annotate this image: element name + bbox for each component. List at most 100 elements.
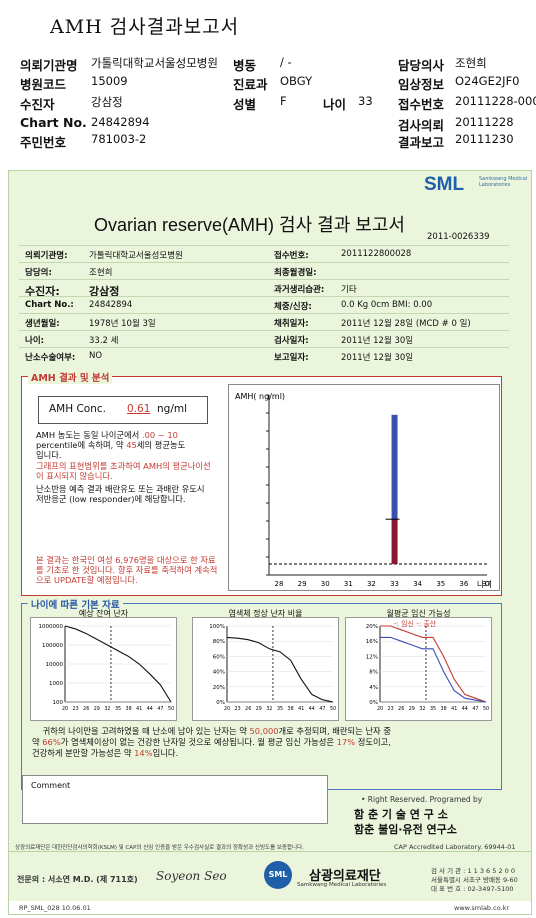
mini-x-tick: 20 (62, 706, 68, 712)
conc-label: AMH Conc. (49, 403, 106, 415)
document-title: AMH 검사결과보고서 (50, 16, 240, 38)
mini-series-line (226, 636, 334, 703)
bar-range (391, 414, 398, 520)
mini-x-tick: 44 (147, 706, 153, 712)
mini-x-tick: 44 (309, 706, 315, 712)
header-label: 병원코드 (20, 77, 67, 92)
foundation-logo-icon: SML (264, 861, 292, 889)
header-row: Chart No. 24842894 검사의뢰 20111228 (18, 115, 536, 133)
info-label: 담당의: (25, 268, 52, 278)
x-tick-label: 31 (344, 580, 353, 588)
info-row: 난소수술여부: NO 보고일자: 2011년 12월 30일 (19, 347, 509, 365)
mini-y-tick: 100000 (42, 643, 63, 649)
range-note: 그래프의 표현범위를 초과하여 AMH의 평균나이선이 표시되지 않습니다. (36, 461, 211, 481)
mini-x-tick: 38 (288, 706, 294, 712)
mini-y-tick: 100 (53, 700, 64, 706)
info-value: 33.2 세 (89, 336, 119, 346)
header-label: Chart No. (20, 115, 87, 130)
x-tick-label: 29 (298, 580, 307, 588)
info-label: 검사일자: (274, 336, 309, 346)
info-value: 2011년 12월 28일 (MCD # 0 일) (341, 319, 471, 329)
mini-x-tick: 29 (94, 706, 100, 712)
mini-x-tick: 23 (235, 706, 241, 712)
header-row: 의뢰기관명 가톨릭대학교서울성모병원 병동 / - 담당의사 조현희 (18, 55, 536, 73)
mini-y-tick: 20% (213, 685, 225, 691)
info-label: 나이: (25, 336, 45, 346)
age-section-title: 나이에 따른 기본 자료 (28, 597, 123, 611)
lab-phone: 대 표 번 호 : 02-3497-5100 (431, 885, 514, 893)
mini-x-tick: 47 (157, 706, 163, 712)
mini-series-line (380, 636, 487, 703)
info-row: Chart No.: 24842894 체중/신장: 0.0 Kg 0cm BMI: … (19, 296, 509, 314)
foundation-subtitle: Samkwang Medical Laboratories (297, 882, 387, 888)
chart-xlabel: 나이 (477, 579, 492, 589)
certification-text: 상광의료재단은 대한진단검사의학회(KSLM) 및 CAP의 신임 인증을 받은… (15, 845, 304, 851)
info-value: 2011년 12월 30일 (341, 336, 414, 346)
header-value: 조현희 (455, 56, 487, 70)
sml-logo-subtitle: Samkwang Medical Laboratories (479, 176, 528, 188)
header-row: 병원코드 15009 진료과 OBGY 임상정보 O24GE2JF0 (18, 74, 536, 92)
mini-y-tick: 4% (369, 685, 378, 691)
header-label: 담당의사 (398, 58, 445, 73)
chart-ylabel: AMH( ng/ml) (235, 392, 285, 401)
info-label: 채취일자: (274, 319, 309, 329)
info-value: 2011년 12월 30일 (341, 353, 414, 363)
info-value: NO (89, 351, 103, 361)
amh-section-title: AMH 결과 및 분석 (28, 370, 113, 384)
header-value: 20111228 (455, 115, 514, 129)
foundation-name: 삼광의료재단 (309, 869, 381, 884)
info-value: 가톨릭대학교서울성모병원 (89, 251, 183, 261)
mini-y-tick: 1000 (49, 681, 63, 687)
report-number: 2011-0026339 (427, 232, 490, 242)
lab-address: 서울특별시 서초구 방배동 9-60 (431, 876, 518, 884)
rights-text: • Right Reserved. Programed by (361, 795, 483, 804)
header-value: F (280, 94, 287, 108)
mini-x-tick: 32 (419, 706, 425, 712)
header-value: 33 (358, 94, 373, 108)
mini-series-line (64, 625, 172, 703)
mini-x-tick: 26 (398, 706, 404, 712)
info-row: 수진자: 강삼정 과거생리습관: 기타 (19, 279, 509, 298)
sml-logo: SML (424, 174, 465, 195)
signature: Soyeon Seo (156, 869, 227, 883)
header-label: 의뢰기관명 (20, 58, 78, 73)
header-value: 20111228-00028 (455, 94, 536, 108)
mini-x-tick: 23 (73, 706, 79, 712)
info-value: 기타 (341, 285, 357, 295)
comment-label: Comment (31, 781, 71, 790)
header-label: 성별 (233, 97, 257, 112)
mini-x-tick: 20 (224, 706, 230, 712)
x-tick-label: 34 (413, 580, 422, 588)
percentile-text: AMH 농도는 동일 나이군에서 .00 ~ 10 percentile에 속하… (36, 430, 186, 460)
info-row: 의뢰기관명: 가톨릭대학교서울성모병원 접수번호: 2011122800028 (19, 245, 509, 263)
amh-age-chart: AMH( ng/ml) 28 29 30 31 32 33 34 35 36 37 나이 (228, 384, 500, 591)
header-value: 가톨릭대학교서울성모병원 (91, 56, 218, 70)
x-tick-label: 28 (275, 580, 284, 588)
conc-value: 0.61 (127, 403, 151, 415)
mini-x-tick: 47 (472, 706, 478, 712)
mini-y-tick: 40% (213, 670, 225, 676)
mini-x-tick: 35 (430, 706, 436, 712)
info-label: 난소수술여부: (25, 353, 76, 363)
mini-title-3: 월평균 임신 가능성 (386, 609, 451, 618)
header-label: 나이 (323, 97, 347, 112)
header-label: 진료과 (233, 77, 268, 92)
header-label: 병동 (233, 58, 257, 73)
institute-1: 함 춘 기 술 연 구 소 (354, 808, 448, 821)
info-label: 과거생리습관: (274, 285, 325, 295)
mini-y-tick: 0% (216, 700, 225, 706)
mini-x-tick: 50 (168, 706, 174, 712)
bar-low (391, 519, 398, 565)
x-tick-label: 30 (321, 580, 330, 588)
info-value: 1978년 10월 3일 (89, 319, 156, 329)
mini-x-tick: 32 (266, 706, 272, 712)
mini-title-1: 예상 잔여 난자 (78, 609, 129, 618)
info-label: 접수번호: (274, 251, 309, 261)
header-row: 수진자 강삼정 성별 F 나이 33 접수번호 20111228-00028 (18, 94, 536, 112)
mini-y-tick: 16% (366, 639, 378, 645)
mini-x-tick: 35 (277, 706, 283, 712)
header-value: OBGY (280, 74, 313, 88)
info-row: 생년월일: 1978년 10월 3일 채취일자: 2011년 12월 28일 (MCD… (19, 313, 509, 331)
info-row: 나이: 33.2 세 검사일자: 2011년 12월 30일 (19, 330, 509, 348)
